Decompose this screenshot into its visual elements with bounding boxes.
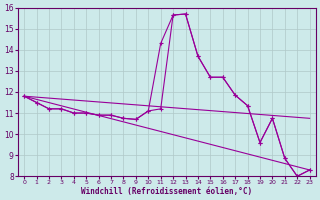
X-axis label: Windchill (Refroidissement éolien,°C): Windchill (Refroidissement éolien,°C) xyxy=(81,187,252,196)
